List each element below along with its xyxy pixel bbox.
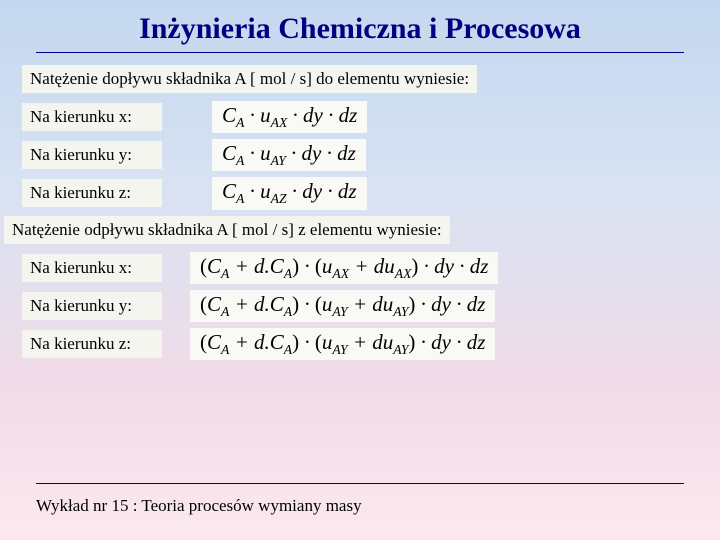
inflow-row-y: Na kierunku y: CA · uAY · dy · dz: [22, 139, 698, 171]
inflow-row-x: Na kierunku x: CA · uAX · dy · dz: [22, 101, 698, 133]
label-x-out: Na kierunku x:: [22, 254, 162, 282]
outflow-eq-x: (CA + d.CA) · (uAX + duAX) · dy · dz: [190, 252, 498, 284]
outflow-section: Natężenie odpływu składnika A [ mol / s]…: [4, 216, 698, 361]
outflow-row-z: Na kierunku z: (CA + d.CA) · (uAY + duAY…: [22, 328, 698, 360]
slide-content: Natężenie dopływu składnika A [ mol / s]…: [0, 57, 720, 360]
outflow-row-x: Na kierunku x: (CA + d.CA) · (uAX + duAX…: [22, 252, 698, 284]
outflow-eq-y: (CA + d.CA) · (uAY + duAY) · dy · dz: [190, 290, 495, 322]
label-y-out: Na kierunku y:: [22, 292, 162, 320]
label-y: Na kierunku y:: [22, 141, 162, 169]
outflow-row-y: Na kierunku y: (CA + d.CA) · (uAY + duAY…: [22, 290, 698, 322]
label-x: Na kierunku x:: [22, 103, 162, 131]
footer-text: Wykład nr 15 : Teoria procesów wymiany m…: [36, 496, 362, 516]
inflow-row-z: Na kierunku z: CA · uAZ · dy · dz: [22, 177, 698, 209]
outflow-heading: Natężenie odpływu składnika A [ mol / s]…: [4, 216, 450, 244]
inflow-eq-y: CA · uAY · dy · dz: [212, 139, 366, 171]
inflow-eq-x: CA · uAX · dy · dz: [212, 101, 367, 133]
outflow-eq-z: (CA + d.CA) · (uAY + duAY) · dy · dz: [190, 328, 495, 360]
inflow-heading: Natężenie dopływu składnika A [ mol / s]…: [22, 65, 477, 93]
footer-rule: [36, 483, 684, 484]
label-z: Na kierunku z:: [22, 179, 162, 207]
slide-title-block: Inżynieria Chemiczna i Procesowa: [0, 0, 720, 57]
label-z-out: Na kierunku z:: [22, 330, 162, 358]
slide-title: Inżynieria Chemiczna i Procesowa: [36, 12, 684, 53]
inflow-eq-z: CA · uAZ · dy · dz: [212, 177, 367, 209]
